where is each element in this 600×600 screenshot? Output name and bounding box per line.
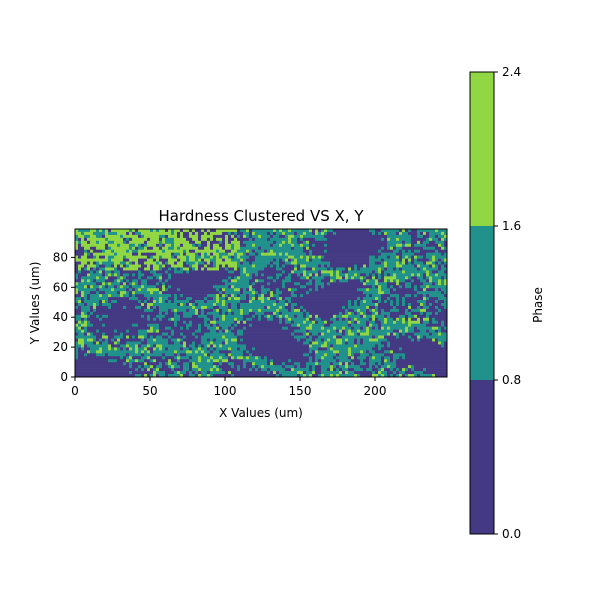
chart-title: Hardness Clustered VS X, Y: [159, 207, 365, 225]
colorbar-tick-label: 0.0: [502, 527, 521, 541]
x-tick-label: 50: [142, 384, 157, 398]
colorbar-frame: [469, 71, 495, 535]
y-tick-label: 60: [53, 280, 68, 294]
x-tick-label: 0: [71, 384, 79, 398]
y-axis-ticks: 0 20 40 60 80: [53, 250, 75, 384]
colorbar-tick-label: 2.4: [502, 65, 521, 79]
colorbar-band: [470, 226, 494, 380]
y-tick-label: 20: [53, 340, 68, 354]
colorbar-ticks: 0.0 0.8 1.6 2.4: [494, 65, 521, 541]
y-tick-label: 40: [53, 310, 68, 324]
y-tick-label: 0: [60, 370, 68, 384]
x-tick-label: 200: [364, 384, 387, 398]
colorbar-tick-label: 0.8: [502, 373, 521, 387]
phase-heatmap: [75, 229, 448, 378]
y-axis-label: Y Values (um): [28, 262, 42, 346]
y-tick-label: 80: [53, 250, 68, 264]
plot-frame: [74, 228, 448, 378]
colorbar-tick-label: 1.6: [502, 219, 521, 233]
colorbar: [470, 72, 494, 534]
x-tick-label: 100: [214, 384, 237, 398]
x-axis-label: X Values (um): [219, 406, 303, 420]
colorbar-band: [470, 380, 494, 534]
colorbar-label: Phase: [531, 287, 545, 323]
x-tick-label: 150: [289, 384, 312, 398]
x-axis-ticks: 0 50 100 150 200: [71, 377, 386, 398]
colorbar-band: [470, 72, 494, 226]
